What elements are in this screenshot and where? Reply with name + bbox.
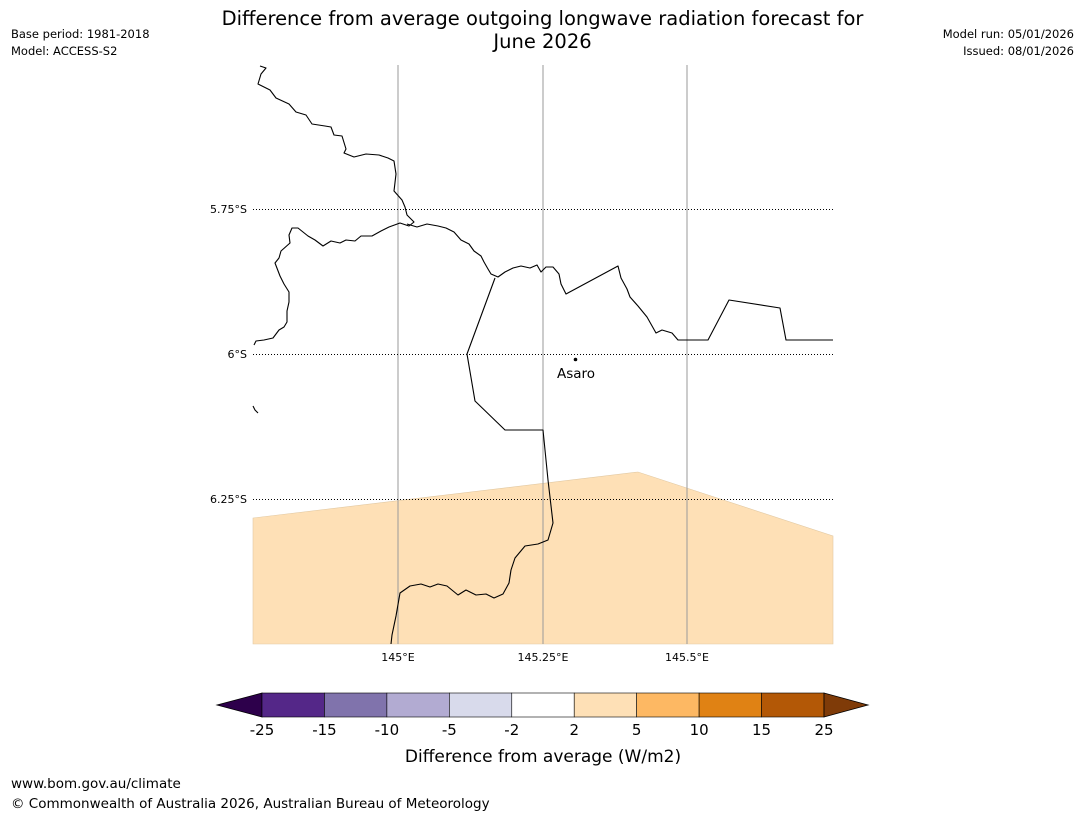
title-line-2: June 2026 (493, 30, 592, 53)
boundary-north (253, 65, 415, 346)
asaro-marker (573, 357, 578, 362)
base-period: Base period: 1981-2018 (11, 27, 150, 41)
boundary-lines (252, 65, 833, 645)
colorbar-tick-labels: -25 -15 -10 -5 -2 2 5 10 15 25 (250, 721, 834, 739)
colorbar-bin (761, 692, 825, 718)
colorbar: -25 -15 -10 -5 -2 2 5 10 15 25 Difference from av… (215, 692, 870, 767)
footer-url[interactable]: www.bom.gov.au/climate (11, 776, 181, 792)
boundary-ridge (406, 223, 833, 341)
colorbar-tick-label: 10 (690, 721, 709, 739)
asaro-label: Asaro (557, 366, 595, 382)
colorbar-bin (261, 692, 325, 718)
colorbar-tick-label: -10 (375, 721, 400, 739)
colorbar-title: Difference from average (W/m2) (405, 747, 681, 767)
lat-label-6: 6°S (228, 348, 247, 361)
colorbar-tick-label: 25 (814, 721, 833, 739)
map-title: Difference from average outgoing longwav… (0, 7, 1085, 53)
colorbar-bin (698, 692, 762, 718)
colorbar-bin (386, 692, 450, 718)
issued-date: Issued: 08/01/2026 (963, 44, 1074, 58)
colorbar-tick-label: 2 (569, 721, 579, 739)
colorbar-tick-label: -5 (442, 721, 457, 739)
model-run: Model run: 05/01/2026 (942, 27, 1074, 41)
colorbar-tick-label: 5 (632, 721, 642, 739)
colorbar-bin (511, 692, 575, 718)
colorbar-tick-label: -25 (250, 721, 275, 739)
title-line-1: Difference from average outgoing longwav… (221, 7, 864, 30)
boundary-province (390, 277, 554, 645)
colorbar-bin (449, 692, 513, 718)
lon-label-145: 145°E (381, 651, 414, 664)
map-panel: Asaro 5.75°S 6°S 6.25°S 145°E 145.25°E 1… (210, 65, 834, 664)
lon-label-145-25: 145.25°E (518, 651, 569, 664)
footer: www.bom.gov.au/climate © Commonwealth of… (11, 774, 490, 814)
colorbar-bin (573, 692, 637, 718)
colorbar-tick-label: -2 (504, 721, 519, 739)
colorbar-extend-high (823, 692, 870, 718)
colorbar-bin (324, 692, 388, 718)
colorbar-bins (261, 692, 825, 718)
meta-right: Model run: 05/01/2026 Issued: 08/01/2026 (943, 26, 1074, 60)
lat-label-6-25: 6.25°S (210, 493, 247, 506)
colorbar-tick-label: 15 (752, 721, 771, 739)
colorbar-extend-low (215, 692, 263, 718)
colorbar-bin (636, 692, 700, 718)
lat-label-5-75: 5.75°S (210, 203, 247, 216)
lon-label-145-5: 145.5°E (665, 651, 709, 664)
colorbar-tick-label: -15 (312, 721, 337, 739)
boundary-west-stub (252, 405, 259, 414)
model-name: Model: ACCESS-S2 (11, 44, 118, 58)
meta-left: Base period: 1981-2018 Model: ACCESS-S2 (11, 26, 150, 60)
footer-copyright: © Commonwealth of Australia 2026, Austra… (11, 796, 490, 812)
